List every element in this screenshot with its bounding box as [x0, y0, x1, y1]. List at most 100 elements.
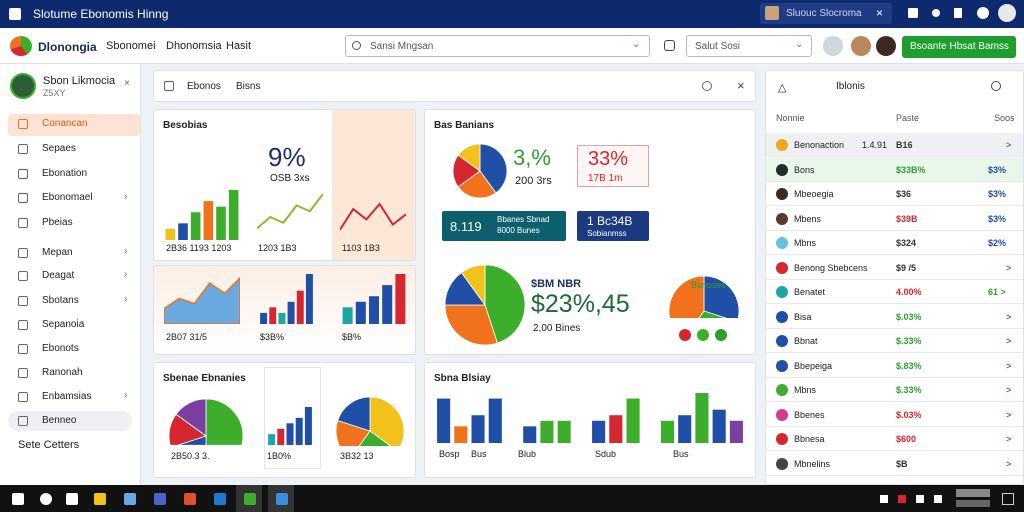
primary-button[interactable]: Bsoante Hbsat Bamss — [902, 36, 1016, 58]
sidebar-footer[interactable]: Sete Cetters — [18, 439, 80, 451]
tray-icon[interactable] — [898, 495, 906, 503]
icon[interactable] — [977, 7, 989, 19]
chart-svg — [163, 276, 241, 325]
row-name[interactable]: Bbnat — [794, 336, 818, 346]
menu-item[interactable]: Ranonah — [42, 367, 83, 378]
row-soos[interactable]: > — [1006, 336, 1012, 346]
row-soos[interactable]: > — [1006, 311, 1012, 322]
tray-icon[interactable] — [916, 495, 924, 503]
row-name[interactable]: Bons — [794, 164, 815, 175]
task-icon[interactable] — [124, 493, 136, 505]
task-icon[interactable] — [40, 493, 52, 505]
nav-item[interactable]: Dhonomsia — [166, 40, 222, 52]
menu-item[interactable]: Ebonation — [42, 168, 88, 179]
dropdown[interactable]: ⌄ — [795, 39, 804, 50]
title-search[interactable]: Sluouc Slocroma × — [760, 3, 892, 24]
row-soos[interactable]: > — [1006, 434, 1012, 444]
row-soos[interactable]: $3% — [988, 189, 1007, 199]
tray-icon[interactable] — [934, 495, 942, 503]
row-name[interactable]: Benonaction — [794, 140, 845, 150]
row-name[interactable]: Mbnelins — [794, 458, 831, 469]
menu-item[interactable]: Ebonomael — [42, 192, 93, 203]
row-icon — [776, 139, 788, 151]
select[interactable]: Salut Sosi ⌄ — [686, 35, 812, 57]
task-icon[interactable] — [184, 493, 196, 505]
nav-item[interactable]: Sbonomei — [106, 40, 156, 52]
menu-item[interactable]: Sbotans — [42, 295, 79, 306]
row-soos[interactable]: 61 > — [988, 287, 1006, 297]
row-soos[interactable]: > — [1006, 458, 1012, 469]
row-soos[interactable]: > — [1006, 360, 1012, 371]
row-name[interactable]: Bbnesa — [794, 434, 825, 444]
close[interactable]: × — [737, 78, 745, 93]
panel: 2B07 31/5 $3B% $B% — [153, 265, 416, 355]
task-icon[interactable] — [12, 493, 24, 505]
row-name[interactable]: Mbeoegia — [794, 189, 834, 199]
task-icon[interactable] — [94, 493, 106, 505]
row-soos[interactable]: > — [1006, 140, 1012, 150]
row-name[interactable]: Benatet — [794, 287, 826, 297]
menu-item[interactable]: Ebonots — [42, 343, 79, 354]
stat-button[interactable]: 1 Bc34B Sobianmss — [577, 211, 649, 241]
menu-item[interactable]: Benneo — [42, 415, 77, 426]
task-icon[interactable] — [154, 493, 166, 505]
menu-item[interactable]: Enbamsias — [42, 391, 92, 402]
search-icon[interactable] — [991, 81, 1001, 91]
task-icon[interactable] — [276, 493, 288, 505]
task-icon[interactable] — [244, 493, 256, 505]
chevron[interactable]: › — [124, 191, 128, 202]
row-name[interactable]: Benong Sbebcens — [794, 262, 868, 273]
row-name[interactable]: Bisa — [794, 311, 812, 322]
menu-item[interactable]: Deagat — [42, 270, 75, 281]
row-soos[interactable]: $3% — [988, 164, 1007, 175]
row-name[interactable]: Mbens — [794, 213, 822, 224]
menu-item[interactable]: Conancan — [42, 118, 88, 129]
chevron[interactable]: › — [124, 269, 128, 280]
close[interactable]: × — [124, 78, 130, 89]
icon[interactable] — [908, 8, 918, 18]
big-value: 3,% — [513, 145, 551, 170]
row-name[interactable]: Mbns — [794, 238, 817, 248]
search-box[interactable]: Sansi Mngsan ⌄ — [345, 35, 650, 57]
nav-item[interactable]: Hasit — [226, 40, 252, 52]
tray-icon[interactable] — [880, 495, 888, 503]
chart-label: 1B0% — [267, 451, 292, 461]
row-soos[interactable]: > — [1006, 385, 1012, 395]
chevron[interactable]: › — [124, 294, 128, 305]
title-bar: Slotume Ebonomis Hinng Sluouc Slocroma × — [0, 0, 1024, 28]
task-icon[interactable] — [214, 493, 226, 505]
chevron[interactable]: › — [124, 390, 128, 401]
row-paste: $600 — [896, 434, 917, 444]
row-soos[interactable]: > — [1006, 262, 1012, 273]
icon[interactable] — [932, 9, 940, 17]
row-soos[interactable]: > — [1006, 409, 1012, 420]
row-name[interactable]: Mbns — [794, 385, 817, 395]
task-icon[interactable] — [66, 493, 78, 505]
tab[interactable]: Bisns — [236, 81, 261, 92]
chevron[interactable]: › — [124, 246, 128, 257]
avatar[interactable] — [876, 36, 896, 56]
icon[interactable] — [664, 40, 675, 51]
icon[interactable] — [954, 8, 962, 18]
avatar[interactable] — [851, 36, 871, 56]
menu-item[interactable]: Mepan — [42, 247, 73, 258]
row-soos[interactable]: $3% — [988, 213, 1007, 224]
avatar[interactable] — [823, 36, 843, 56]
close[interactable]: × — [876, 6, 884, 20]
menu-item[interactable]: Sepaes — [42, 143, 76, 154]
avatar[interactable] — [998, 4, 1016, 22]
row-soos[interactable]: $2% — [988, 238, 1007, 248]
sub-value: 200 3rs — [515, 175, 552, 187]
notify[interactable] — [1002, 493, 1014, 505]
menu-item[interactable]: Pbeias — [42, 217, 73, 228]
tab[interactable]: Ebonos — [187, 81, 221, 92]
menu-item[interactable]: Sepanoia — [42, 319, 85, 330]
row-name[interactable]: Bbepeiga — [794, 360, 833, 371]
row-name[interactable]: Bbenes — [794, 409, 825, 420]
bar — [471, 415, 485, 443]
chart-svg — [169, 399, 243, 445]
chart-label: 2B07 31/5 — [166, 332, 208, 342]
stat-button[interactable]: 8.119 Bbanes Sbnad 8000 Bunes — [442, 211, 566, 241]
icon[interactable] — [702, 81, 712, 91]
dropdown[interactable]: ⌄ — [632, 39, 641, 50]
